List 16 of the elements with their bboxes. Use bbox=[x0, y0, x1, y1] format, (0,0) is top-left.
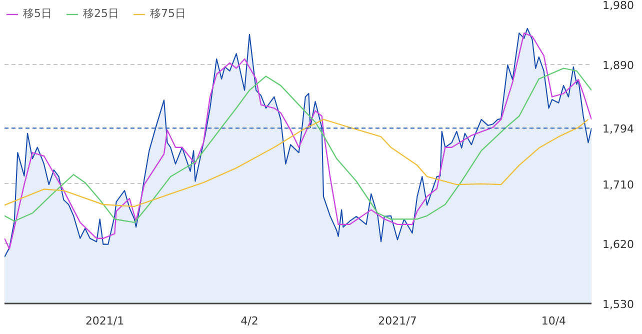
line-series bbox=[4, 68, 592, 224]
y-tick-label: 1,530 bbox=[602, 298, 634, 311]
legend-label: 移25日 bbox=[83, 6, 119, 21]
x-tick-label: 4/2 bbox=[240, 314, 258, 328]
legend-label: 移75日 bbox=[150, 6, 186, 21]
line-series bbox=[4, 118, 589, 208]
line-series bbox=[4, 32, 592, 250]
y-tick-label: 1,710 bbox=[602, 178, 634, 192]
legend-label: 移5日 bbox=[23, 6, 52, 21]
x-tick-label: 2021/1 bbox=[85, 314, 124, 328]
x-tick-label: 10/4 bbox=[541, 314, 566, 328]
x-tick-label: 2021/7 bbox=[378, 314, 417, 328]
ref-line-label: 1,794 bbox=[602, 122, 634, 136]
y-tick-label: 1,620 bbox=[602, 238, 634, 252]
y-tick-label: 1,890 bbox=[602, 58, 634, 72]
y-tick-label: 1,980 bbox=[602, 0, 634, 12]
